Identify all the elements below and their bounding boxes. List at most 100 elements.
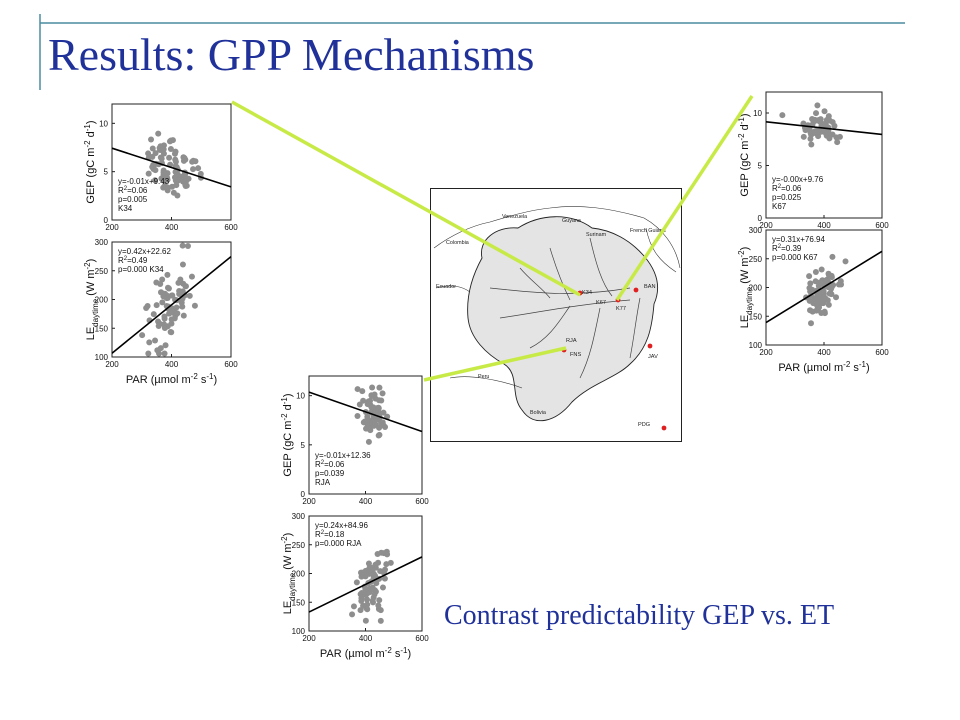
data-point — [167, 145, 174, 152]
data-point — [172, 177, 179, 184]
site-label: RJA — [566, 338, 577, 344]
data-point — [164, 271, 171, 278]
y-tick-label: 300 — [292, 512, 306, 521]
data-point — [364, 596, 371, 603]
y-tick-label: 100 — [292, 627, 306, 636]
data-point — [357, 607, 364, 614]
data-point — [192, 158, 199, 165]
x-axis-label: PAR (µmol m-2 s-1) — [126, 372, 217, 386]
y-tick-label: 250 — [95, 267, 109, 276]
data-point — [188, 273, 195, 280]
data-point — [160, 184, 167, 191]
data-point — [368, 403, 375, 410]
data-point — [808, 320, 815, 327]
data-point — [156, 350, 163, 357]
data-point — [831, 122, 838, 129]
y-tick-label: 10 — [296, 392, 305, 401]
data-point — [358, 569, 365, 576]
data-point — [145, 350, 152, 357]
scatter-panel-rja-le: 200 400 600 100 150 200 250 300 y=0.24x+84.96R2=… — [280, 512, 429, 660]
fit-stat-label: p=0.005 — [118, 195, 148, 204]
data-point — [157, 345, 164, 352]
site-label: JAV — [648, 354, 658, 360]
scatter-panel-k67-le: 200 400 600 100 150 200 250 300 y=0.31x+76.94R2=… — [737, 226, 889, 374]
data-point — [171, 315, 178, 322]
data-point — [171, 150, 178, 157]
data-point — [383, 561, 390, 568]
scatter-panel-k34-le: 200 400 600 100 150 200 250 300 y=0.42x+22.62R2=… — [83, 238, 238, 386]
data-point — [812, 269, 819, 276]
data-point — [383, 548, 390, 555]
data-point — [152, 337, 159, 344]
x-tick-label: 400 — [817, 221, 831, 230]
data-point — [376, 597, 383, 604]
data-point — [807, 135, 814, 142]
regression-line — [111, 255, 232, 354]
data-point — [164, 284, 171, 291]
data-point — [842, 258, 849, 265]
x-tick-label: 200 — [105, 360, 119, 369]
fit-stat-label: p=0.039 — [315, 469, 345, 478]
data-point — [160, 150, 167, 157]
data-point — [353, 579, 360, 586]
scatter-panel-k34-gep: 200 400 600 0 5 10 y=-0.01x+9.43R2=0.06p=0.005… — [83, 103, 238, 232]
data-point — [362, 617, 369, 624]
data-point — [838, 281, 845, 288]
data-point — [818, 266, 825, 273]
fit-stat-label: y=-0.01x+12.36 — [315, 451, 371, 460]
data-point — [377, 607, 384, 614]
data-point — [376, 384, 383, 391]
regression-line — [111, 147, 232, 188]
data-point — [180, 312, 187, 319]
data-point — [166, 154, 173, 161]
data-point — [377, 568, 384, 575]
y-tick-label: 0 — [301, 490, 306, 499]
data-point — [377, 617, 384, 624]
slide-caption: Contrast predictability GEP vs. ET — [444, 600, 835, 631]
scatter-panel-k67-gep: 200 400 600 0 5 10 y=-0.00x+9.76R2=0.06p=0.025… — [737, 91, 889, 230]
data-point — [379, 584, 386, 591]
y-tick-label: 300 — [749, 226, 763, 235]
data-point — [190, 166, 197, 173]
data-point — [371, 391, 378, 398]
data-point — [813, 110, 820, 117]
data-point — [149, 163, 156, 170]
y-axis-label: GEP (gC m-2 d-1) — [83, 120, 97, 203]
data-point — [173, 182, 180, 189]
data-point — [369, 418, 376, 425]
data-point — [356, 401, 363, 408]
plot-area — [765, 91, 883, 219]
data-point — [814, 102, 821, 109]
data-point — [359, 388, 366, 395]
fit-stat-label: R2=0.06 — [315, 460, 345, 469]
data-point — [160, 293, 167, 300]
data-point — [164, 187, 171, 194]
regression-line — [765, 250, 883, 324]
y-tick-label: 100 — [95, 353, 109, 362]
data-point — [818, 309, 825, 316]
data-point — [369, 584, 376, 591]
data-point — [159, 276, 166, 283]
data-point — [800, 133, 807, 140]
data-point — [153, 302, 160, 309]
x-tick-label: 200 — [105, 223, 119, 232]
data-point — [191, 302, 198, 309]
y-tick-label: 300 — [95, 238, 109, 247]
y-tick-label: 200 — [749, 284, 763, 293]
site-marker — [661, 425, 667, 431]
regression-line — [308, 556, 423, 613]
y-tick-label: 250 — [292, 541, 306, 550]
data-point — [161, 313, 168, 320]
data-point — [182, 156, 189, 163]
data-point — [369, 384, 376, 391]
x-tick-label: 200 — [759, 348, 773, 357]
x-tick-label: 400 — [817, 348, 831, 357]
fit-stat-label: y=-0.01x+9.43 — [118, 177, 170, 186]
y-axis-label: LEdaytime (W m-2) — [83, 259, 100, 341]
y-axis-label: GEP (gC m-2 d-1) — [737, 113, 751, 196]
data-point — [180, 280, 187, 287]
data-point — [375, 602, 382, 609]
slide-title: Results: GPP Mechanisms — [48, 29, 535, 80]
data-point — [152, 150, 159, 157]
data-point — [148, 136, 155, 143]
